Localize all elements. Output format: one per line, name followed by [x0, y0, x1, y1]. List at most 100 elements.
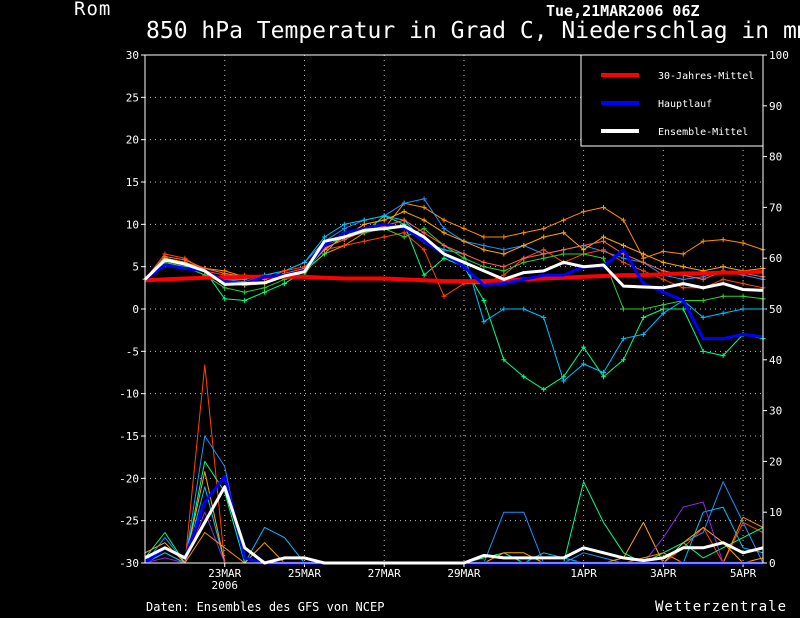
y-left-tick-label: 20 [126, 134, 139, 147]
y-right-tick-label: 30 [769, 405, 782, 418]
data-point-marker [620, 357, 626, 363]
data-point-marker [541, 247, 547, 253]
y-left-tick-label: 5 [132, 261, 139, 274]
precip-main-run-line [144, 475, 763, 565]
data-source-note: Daten: Ensembles des GFS von NCEP [146, 600, 385, 614]
data-point-marker [421, 217, 427, 223]
data-point-marker [501, 264, 507, 270]
data-point-marker [601, 255, 607, 261]
data-point-marker [581, 251, 587, 257]
data-point-marker [541, 226, 547, 232]
data-point-marker [640, 331, 646, 337]
data-point-marker [242, 298, 248, 304]
data-point-marker [700, 238, 706, 244]
data-point-marker [381, 234, 387, 240]
temp-climatology-line [144, 269, 764, 284]
data-point-marker [481, 264, 487, 270]
brand-label: Wetterzentrale [655, 599, 788, 615]
data-point-marker [620, 255, 626, 261]
data-point-marker [401, 217, 407, 223]
data-point-marker [581, 209, 587, 215]
data-point-marker [640, 251, 646, 257]
data-point-marker [680, 264, 686, 270]
data-point-marker [660, 302, 666, 308]
data-point-marker [461, 226, 467, 232]
data-point-marker [501, 306, 507, 312]
data-point-marker [282, 281, 288, 287]
data-point-marker [521, 243, 527, 248]
data-point-marker [660, 310, 666, 316]
data-point-marker [182, 257, 188, 263]
data-point-marker [501, 251, 507, 257]
data-point-marker [501, 357, 507, 363]
data-point-marker [720, 276, 726, 282]
y-left-tick-label: 15 [126, 176, 139, 189]
y-right-tick-label: 50 [769, 303, 782, 316]
data-point-marker [421, 247, 427, 253]
temp-member-line [144, 198, 764, 283]
data-point-marker [561, 217, 567, 223]
data-point-marker [720, 293, 726, 299]
data-point-marker [421, 204, 427, 210]
data-point-marker [700, 276, 706, 282]
y-right-tick-label: 70 [769, 201, 782, 214]
data-point-marker [660, 248, 666, 254]
precipitation-series [144, 364, 764, 565]
data-point-marker [441, 293, 447, 299]
data-point-marker [541, 314, 547, 320]
data-point-marker [581, 243, 587, 248]
y-right-tick-label: 0 [769, 557, 776, 570]
data-point-marker [222, 285, 228, 291]
data-point-marker [521, 259, 527, 265]
y-right-tick-label: 80 [769, 151, 782, 164]
data-point-marker [441, 230, 447, 236]
data-point-marker [620, 243, 626, 248]
data-point-marker [720, 353, 726, 359]
data-point-marker [321, 251, 327, 257]
data-point-marker [541, 255, 547, 261]
data-point-marker [262, 289, 268, 295]
data-point-marker [740, 281, 746, 287]
data-point-marker [421, 196, 427, 202]
data-point-marker [620, 336, 626, 342]
y-right-tick-label: 90 [769, 100, 782, 113]
x-tick-sublabel: 2006 [211, 579, 238, 592]
data-point-marker [441, 217, 447, 223]
temp-ensemble-mean-line [143, 224, 764, 292]
data-point-marker [640, 268, 646, 274]
data-point-marker [501, 247, 507, 253]
temp-member-line [144, 228, 764, 310]
data-point-marker [561, 247, 567, 253]
data-point-marker [501, 234, 507, 240]
data-point-marker [501, 268, 507, 274]
data-point-marker [461, 251, 467, 257]
data-point-marker [421, 272, 427, 278]
data-point-marker [660, 259, 666, 265]
data-point-marker [541, 251, 547, 257]
y-right-tick-label: 60 [769, 252, 782, 265]
data-point-marker [700, 348, 706, 354]
data-point-marker [222, 270, 228, 276]
data-point-marker [401, 209, 407, 215]
data-point-marker [581, 344, 587, 350]
temp-member-line [144, 219, 764, 280]
legend-label: Hauptlauf [658, 99, 712, 110]
legend-label: 30-Jahres-Mittel [658, 71, 754, 82]
data-point-marker [481, 259, 487, 265]
data-point-marker [541, 234, 547, 240]
data-point-marker [162, 254, 168, 260]
x-tick-label: 3APR [650, 567, 677, 580]
data-point-marker [740, 240, 746, 246]
data-point-marker [481, 298, 487, 304]
y-left-tick-label: -15 [119, 430, 139, 443]
y-left-tick-label: 25 [126, 91, 139, 104]
y-left-tick-label: -30 [119, 557, 139, 570]
data-point-marker [401, 200, 407, 206]
y-left-tick-label: -5 [126, 345, 139, 358]
data-point-marker [461, 255, 467, 261]
data-point-marker [660, 306, 666, 312]
x-tick-label: 25MAR [288, 567, 321, 580]
data-point-marker [441, 243, 447, 248]
